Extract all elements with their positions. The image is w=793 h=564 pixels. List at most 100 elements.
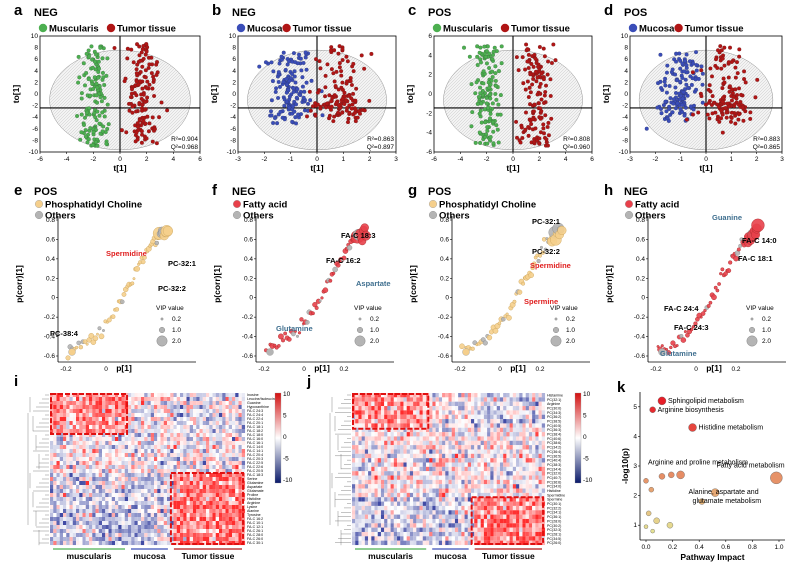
score-point: [722, 63, 727, 68]
y-tick-label: -4: [622, 114, 628, 121]
heatmap-cell: [85, 405, 90, 410]
score-point: [474, 80, 479, 85]
heatmap-cell: [160, 517, 164, 522]
heatmap-cell: [193, 525, 197, 530]
heatmap-cell: [141, 461, 145, 466]
legend-swatch: [628, 23, 638, 33]
heatmap-cell: [454, 427, 459, 433]
heatmap-cell: [355, 453, 359, 459]
vip-size-swatch: [746, 335, 758, 347]
heatmap-cell: [235, 521, 239, 526]
heatmap-cell: [128, 405, 132, 410]
score-point: [514, 55, 519, 60]
heatmap-cell: [183, 465, 187, 470]
heatmap-cell: [176, 409, 181, 414]
heatmap-cell: [176, 537, 181, 542]
heatmap-cell: [144, 461, 148, 466]
heatmap-cell: [384, 406, 388, 411]
heatmap-cell: [199, 509, 203, 514]
heatmap-cell: [98, 477, 103, 482]
score-point: [535, 75, 540, 80]
heatmap-cell: [76, 537, 80, 542]
compound-annotation: PC-32:2: [158, 284, 186, 293]
score-point: [663, 76, 668, 81]
heatmap-cell: [176, 457, 181, 462]
score-point: [717, 119, 722, 124]
heatmap-cell: [63, 509, 67, 514]
heatmap-cell: [238, 537, 242, 542]
heatmap-cell: [202, 401, 207, 406]
score-point: [553, 58, 558, 63]
heatmap-cell: [144, 537, 148, 542]
heatmap-cell: [160, 469, 164, 474]
y-tick-label: 4: [428, 52, 432, 59]
heatmap-cell: [538, 397, 542, 402]
heatmap-cell: [167, 489, 171, 494]
heatmap-cell: [144, 413, 148, 418]
score-point: [329, 67, 334, 72]
heatmap-cell: [189, 537, 194, 542]
heatmap-cell: [215, 529, 220, 534]
heatmap-cell: [50, 453, 54, 458]
heatmap-cell: [435, 445, 439, 450]
score-point: [681, 90, 686, 95]
heatmap-cell: [209, 533, 213, 538]
heatmap-cell: [82, 473, 86, 478]
heatmap-cell: [66, 509, 70, 514]
heatmap-cell: [183, 413, 187, 418]
heatmap-cell: [79, 485, 83, 490]
heatmap-cell: [199, 505, 203, 510]
score-point: [491, 141, 496, 146]
heatmap-cell: [131, 469, 135, 474]
heatmap-cell: [429, 410, 433, 415]
heatmap-cell: [212, 393, 216, 398]
heatmap-cell: [150, 457, 155, 462]
heatmap-cell: [180, 401, 184, 406]
score-point: [95, 109, 100, 114]
score-point: [722, 80, 727, 85]
score-point: [678, 79, 683, 84]
score-point: [546, 133, 551, 138]
heatmap-cell: [368, 423, 372, 428]
heatmap-cell: [69, 461, 73, 466]
heatmap-cell: [199, 525, 203, 530]
heatmap-cell: [134, 397, 138, 402]
heatmap-cell: [141, 509, 145, 514]
score-point: [79, 91, 84, 96]
score-point: [670, 110, 675, 115]
score-point: [327, 113, 332, 118]
score-point: [325, 101, 330, 106]
heatmap-cell: [493, 401, 497, 407]
score-point: [719, 48, 724, 53]
score-point: [134, 109, 139, 114]
score-point: [139, 96, 144, 101]
heatmap-cell: [163, 477, 168, 482]
heatmap-cell: [141, 473, 145, 478]
heatmap-cell: [72, 401, 77, 406]
heatmap-cell: [467, 436, 472, 441]
heatmap-cell: [134, 497, 138, 502]
heatmap-cell: [448, 397, 452, 402]
heatmap-cell: [219, 477, 223, 482]
heatmap-cell: [82, 481, 86, 486]
heatmap-cell: [215, 465, 220, 470]
heatmap-cell: [448, 414, 452, 420]
score-point: [323, 94, 328, 99]
score-point: [342, 90, 347, 95]
heatmap-cell: [118, 525, 122, 530]
heatmap-cell: [219, 401, 223, 406]
heatmap-cell: [128, 537, 132, 542]
heatmap-cell: [163, 425, 168, 430]
score-point: [700, 100, 705, 105]
heatmap-cell: [141, 469, 145, 474]
score-point: [735, 93, 740, 97]
heatmap-cell: [115, 525, 119, 530]
heatmap-cell: [69, 477, 73, 482]
heatmap-cell: [189, 413, 194, 418]
heatmap-cell: [63, 517, 67, 522]
heatmap-cell: [72, 481, 77, 486]
heatmap-cell: [368, 414, 372, 420]
heatmap-cell: [509, 410, 513, 415]
splot-point: [291, 331, 296, 337]
heatmap-cell: [102, 437, 106, 442]
